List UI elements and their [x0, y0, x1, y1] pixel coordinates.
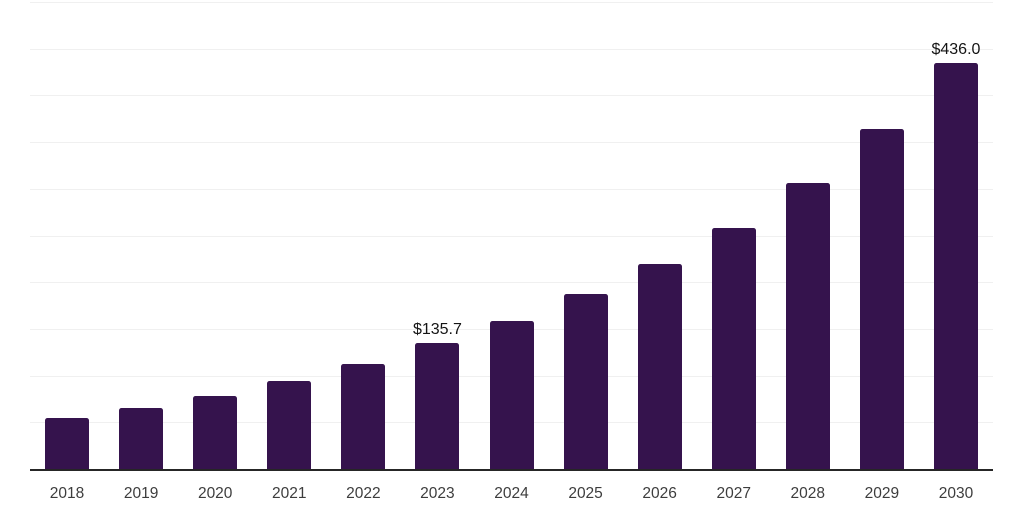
- gridline-100: [30, 375, 993, 377]
- x-tick-2022: 2022: [346, 485, 381, 502]
- x-tick-2018: 2018: [49, 485, 85, 502]
- bar-2025: [563, 294, 608, 470]
- bar-2019: [119, 408, 164, 470]
- x-tick-2027: 2027: [716, 485, 751, 502]
- bar-2028: [785, 182, 830, 470]
- x-tick-2019: 2019: [123, 485, 159, 502]
- gridline-200: [30, 282, 993, 284]
- bar-2026: [637, 263, 682, 470]
- gridline-150: [30, 328, 993, 330]
- x-tick-2026: 2026: [642, 485, 677, 502]
- x-tick-2025: 2025: [568, 485, 603, 502]
- bar-2023: [415, 343, 460, 470]
- gridline-300: [30, 188, 993, 190]
- x-tick-2021: 2021: [272, 485, 307, 502]
- value-label-2030: $436.0: [931, 40, 981, 58]
- x-tick-2030: 2030: [938, 485, 974, 502]
- x-tick-2029: 2029: [864, 485, 900, 502]
- x-tick-2024: 2024: [494, 485, 529, 502]
- gridline-50: [30, 422, 993, 424]
- value-label-2023: $135.7: [412, 321, 462, 339]
- x-axis-line: [30, 469, 993, 471]
- bar-2030: [933, 62, 978, 470]
- bar-2024: [489, 320, 534, 470]
- gridline-500: [30, 2, 993, 3]
- x-tick-2023: 2023: [420, 485, 455, 502]
- bar-2018: [45, 417, 90, 470]
- gridline-450: [30, 48, 993, 50]
- gridline-400: [30, 95, 993, 97]
- x-tick-2028: 2028: [790, 485, 826, 502]
- gridline-350: [30, 142, 993, 144]
- bar-2027: [711, 228, 756, 470]
- gridline-250: [30, 235, 993, 237]
- x-tick-2020: 2020: [197, 485, 233, 502]
- bar-2022: [341, 364, 386, 470]
- bar-2020: [193, 396, 238, 470]
- bar-2021: [267, 380, 312, 470]
- bar-2029: [859, 129, 904, 470]
